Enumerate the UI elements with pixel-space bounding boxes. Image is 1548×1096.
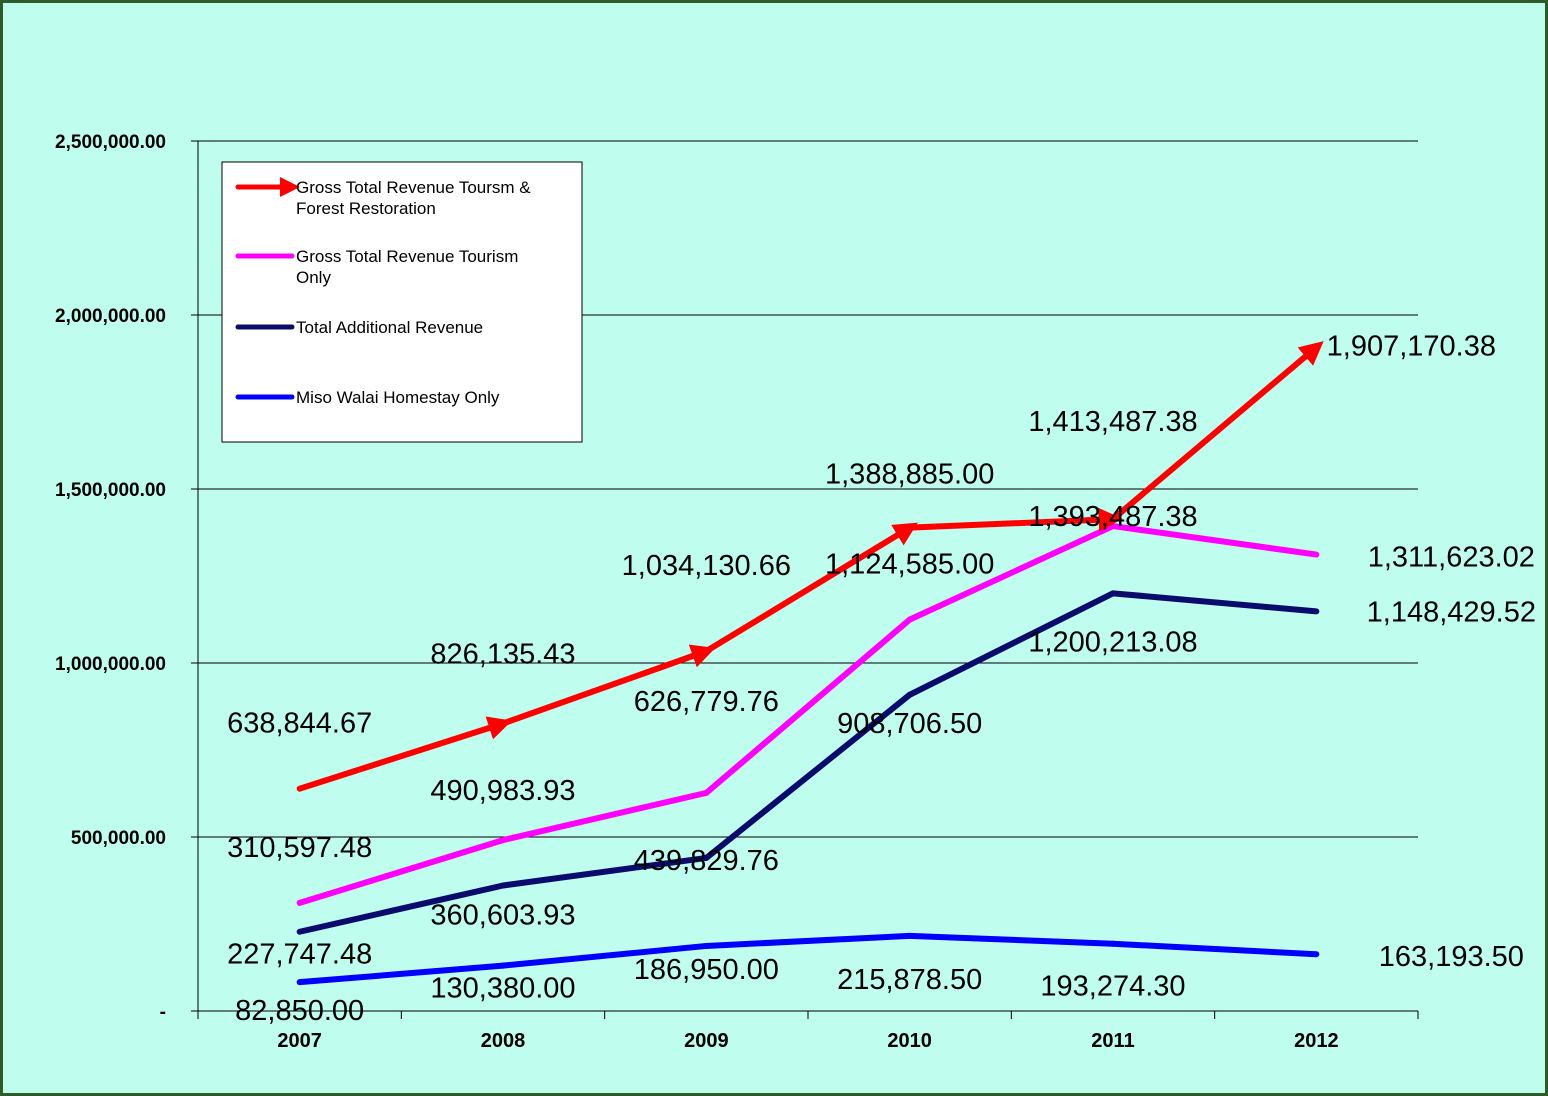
series-3-segment bbox=[1110, 940, 1320, 958]
series-2-segment bbox=[703, 691, 913, 861]
data-label-3-2008: 130,380.00 bbox=[430, 973, 575, 1005]
data-label-0-2007: 638,844.67 bbox=[227, 708, 372, 740]
series-1-segment bbox=[500, 789, 710, 844]
series-0-segment bbox=[906, 507, 1123, 532]
series-0 bbox=[296, 341, 1324, 792]
data-labels: 638,844.67 826,135.43 1,034,130.66 1,388,88… bbox=[227, 330, 1536, 1027]
series-0-segment bbox=[500, 644, 716, 727]
series-3 bbox=[296, 932, 1320, 986]
series-lines bbox=[296, 341, 1324, 986]
data-label-2-2007: 227,747.48 bbox=[227, 939, 372, 971]
data-label-3-2009: 186,950.00 bbox=[634, 954, 779, 986]
series-3-segment bbox=[703, 932, 913, 949]
x-tick-label-2009: 2009 bbox=[684, 1030, 729, 1052]
series-3-segment bbox=[906, 932, 1116, 947]
series-1-segment bbox=[296, 837, 506, 906]
series-1-segment bbox=[1110, 523, 1320, 558]
series-1-segment bbox=[906, 523, 1116, 623]
data-label-3-2011: 193,274.30 bbox=[1040, 971, 1185, 1003]
legend-label-2: Total Additional Revenue bbox=[296, 318, 483, 337]
data-label-1-2007: 310,597.48 bbox=[227, 832, 372, 864]
data-label-0-2011: 1,413,487.38 bbox=[1028, 406, 1197, 438]
series-1-segment bbox=[703, 616, 913, 796]
series-1 bbox=[296, 523, 1320, 906]
series-2 bbox=[296, 590, 1320, 935]
data-label-2-2012: 1,148,429.52 bbox=[1367, 596, 1536, 628]
series-2-segment bbox=[500, 854, 710, 889]
series-3-segment bbox=[296, 962, 506, 986]
legend-label-0: Forest Restoration bbox=[296, 199, 436, 218]
y-tick-label: 1,500,000.00 bbox=[55, 480, 166, 501]
legend-label-3: Miso Walai Homestay Only bbox=[296, 388, 500, 407]
y-tick-label: - bbox=[160, 1002, 166, 1023]
data-label-0-2010: 1,388,885.00 bbox=[825, 459, 994, 491]
x-tick-label-2012: 2012 bbox=[1294, 1030, 1339, 1052]
series-2-segment bbox=[906, 590, 1116, 698]
legend: Gross Total Revenue Toursm & Forest Resto… bbox=[221, 161, 583, 443]
legend-label-1: Only bbox=[296, 268, 331, 287]
series-0-segment bbox=[1110, 341, 1324, 523]
data-label-3-2010: 215,878.50 bbox=[837, 964, 982, 996]
data-label-1-2012: 1,311,623.02 bbox=[1368, 542, 1535, 574]
series-2-segment bbox=[296, 882, 506, 935]
series-3-segment bbox=[500, 942, 710, 969]
data-label-0-2012: 1,907,170.38 bbox=[1327, 330, 1496, 362]
legend-label-0: Gross Total Revenue Toursm & bbox=[296, 178, 531, 197]
x-tick-label-2011: 2011 bbox=[1091, 1030, 1134, 1052]
data-label-1-2008: 490,983.93 bbox=[430, 775, 575, 807]
data-label-0-2008: 826,135.43 bbox=[430, 639, 575, 671]
y-tick-label: 2,000,000.00 bbox=[55, 306, 166, 327]
data-label-1-2011: 1,393,487.38 bbox=[1028, 501, 1197, 533]
series-0-segment bbox=[703, 522, 918, 655]
y-tick-label: 1,000,000.00 bbox=[55, 654, 166, 675]
y-tick-label: 2,500,000.00 bbox=[55, 132, 166, 153]
data-label-1-2010: 1,124,585.00 bbox=[825, 549, 994, 581]
data-label-3-2007: 82,850.00 bbox=[235, 995, 364, 1027]
data-label-1-2009: 626,779.76 bbox=[634, 686, 779, 718]
data-label-3-2012: 163,193.50 bbox=[1379, 941, 1524, 973]
series-0-segment bbox=[296, 716, 513, 792]
data-label-2-2011: 1,200,213.08 bbox=[1028, 626, 1197, 658]
data-label-2-2009: 439,829.76 bbox=[634, 845, 779, 877]
y-tick-label: 500,000.00 bbox=[71, 828, 166, 849]
x-tick-label-2010: 2010 bbox=[887, 1030, 932, 1052]
data-label-2-2010: 908,706.50 bbox=[837, 708, 982, 740]
data-label-2-2008: 360,603.93 bbox=[430, 900, 575, 932]
legend-label-1: Gross Total Revenue Tourism bbox=[296, 247, 518, 266]
series-2-segment bbox=[1110, 590, 1320, 615]
x-tick-label-2007: 2007 bbox=[277, 1030, 322, 1052]
x-tick-label-2008: 2008 bbox=[481, 1030, 526, 1052]
axes: - 500,000.00 1,000,000.00 1,500,000.00 2,000… bbox=[55, 132, 1419, 1052]
data-label-0-2009: 1,034,130.66 bbox=[622, 550, 791, 582]
